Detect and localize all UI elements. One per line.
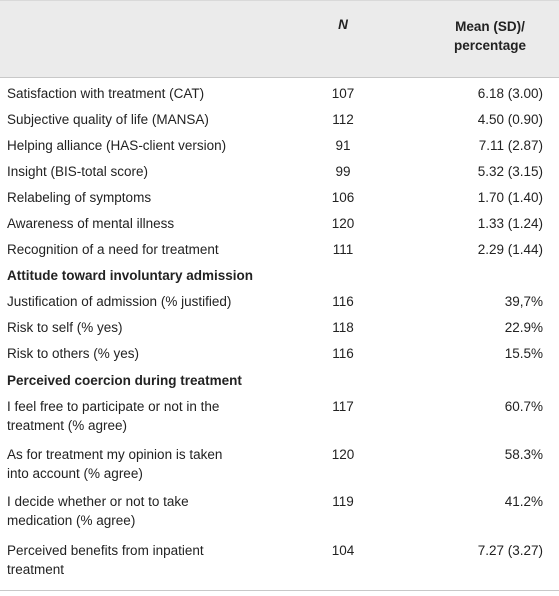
row-label-line2: medication (% agree) [7,513,136,528]
row-n: 104 [331,543,355,558]
row-n: 91 [335,138,351,153]
row-n: 120 [331,447,355,462]
row-value: 15.5% [504,346,543,361]
section-title: Perceived coercion during treatment [7,373,242,388]
row-n: 119 [332,494,354,509]
row-value: 7.27 (3.27) [477,543,543,558]
row-label: Perceived benefits from inpatient treatm… [7,541,307,579]
row-n: 112 [332,112,354,127]
row-label-line2: into account (% agree) [7,466,143,481]
row-n: 111 [332,242,354,257]
table-bottom-rule [0,590,559,591]
row-label-line2: treatment (% agree) [7,418,128,433]
row-n: 107 [331,86,355,101]
row-label: Justification of admission (% justified) [7,294,232,309]
row-label: I feel free to participate or not in the… [7,397,307,435]
row-value: 58.3% [504,447,543,462]
row-label: Risk to self (% yes) [7,320,123,335]
row-n: 118 [332,320,354,335]
row-n: 106 [331,190,355,205]
row-label-line1: I feel free to participate or not in the [7,399,220,414]
column-header-n: N [338,17,348,32]
row-n: 116 [332,294,354,309]
row-value: 2.29 (1.44) [477,242,543,257]
row-value: 1.33 (1.24) [477,216,543,231]
row-value: 22.9% [504,320,543,335]
row-value: 7.11 (2.87) [478,138,543,153]
row-label: Recognition of a need for treatment [7,242,219,257]
row-label: Helping alliance (HAS-client version) [7,138,227,153]
row-value: 5.32 (3.15) [477,164,543,179]
row-label: Insight (BIS-total score) [7,164,149,179]
row-n: 120 [331,216,355,231]
row-n: 116 [332,346,354,361]
row-label-line1: I decide whether or not to take [7,494,189,509]
row-n: 117 [332,399,354,414]
row-label: I decide whether or not to take medicati… [7,492,307,530]
table-header: N Mean (SD)/ percentage [0,0,559,78]
row-n: 99 [335,164,351,179]
row-label-line1: As for treatment my opinion is taken [7,447,223,462]
row-label: Relabeling of symptoms [7,190,152,205]
column-header-mean: Mean (SD)/ percentage [430,17,550,55]
row-label-line1: Perceived benefits from inpatient [7,543,204,558]
column-header-mean-line1: Mean (SD)/ [455,19,525,34]
section-title: Attitude toward involuntary admission [7,268,254,283]
row-label: Awareness of mental illness [7,216,175,231]
row-value: 39,7% [504,294,543,309]
row-label-line2: treatment [7,562,65,577]
row-value: 4.50 (0.90) [477,112,543,127]
row-value: 1.70 (1.40) [477,190,543,205]
row-label: Satisfaction with treatment (CAT) [7,86,205,101]
row-value: 41.2% [504,494,543,509]
row-value: 6.18 (3.00) [477,86,543,101]
row-label: Subjective quality of life (MANSA) [7,112,209,127]
row-value: 60.7% [504,399,543,414]
row-label: As for treatment my opinion is taken int… [7,445,307,483]
row-label: Risk to others (% yes) [7,346,140,361]
column-header-mean-line2: percentage [453,38,527,53]
